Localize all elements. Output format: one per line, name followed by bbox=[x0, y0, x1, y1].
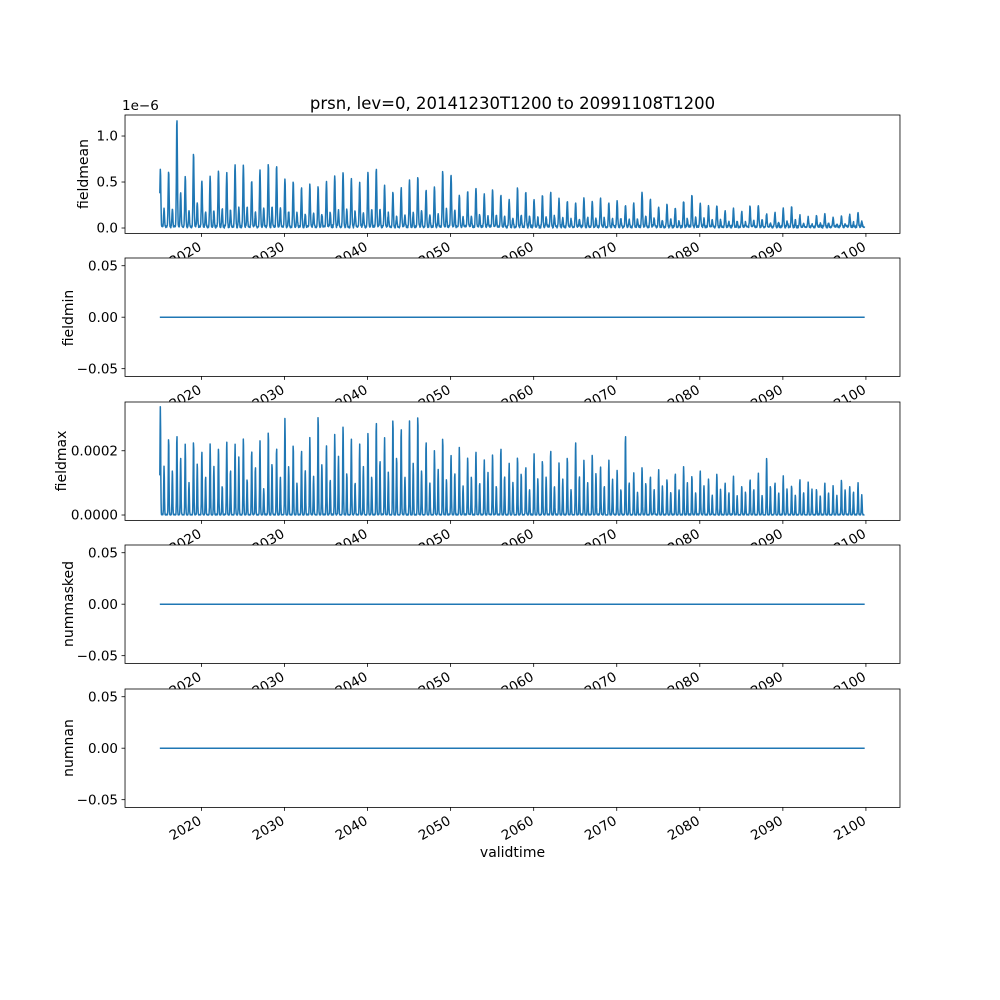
svg-text:0.00: 0.00 bbox=[88, 597, 118, 613]
ylabel-fieldmin: fieldmin bbox=[61, 289, 77, 346]
svg-text:0.0: 0.0 bbox=[97, 221, 118, 237]
svg-text:2040: 2040 bbox=[333, 813, 371, 844]
plot-area-nummasked: 2020 2030 2040 2050 2060 2070 2080 2090 2100−0.0… bbox=[77, 544, 901, 700]
svg-text:−0.05: −0.05 bbox=[77, 649, 118, 665]
svg-text:−0.05: −0.05 bbox=[77, 362, 118, 378]
y-axis-offset-text: 1e−6 bbox=[122, 98, 159, 114]
plot-area-numnan: 2020 2030 2040 2050 2060 2070 2080 2090 2100 −0.0… bbox=[77, 688, 901, 844]
ylabel-numnan: numnan bbox=[61, 718, 77, 777]
xlabel: validtime bbox=[479, 845, 546, 861]
svg-text:2100: 2100 bbox=[831, 813, 869, 844]
svg-text:0.00: 0.00 bbox=[88, 740, 118, 756]
svg-text:0.05: 0.05 bbox=[88, 689, 118, 705]
ylabel-fieldmax: fieldmax bbox=[53, 430, 70, 492]
svg-text:0.0002: 0.0002 bbox=[71, 443, 118, 459]
plot-area-fieldmin: 2020 2030 2040 2050 2060 2070 2080 2090 2100−0.0… bbox=[77, 257, 901, 413]
svg-text:2060: 2060 bbox=[499, 813, 537, 844]
svg-text:2070: 2070 bbox=[582, 813, 620, 844]
svg-text:0.00: 0.00 bbox=[88, 310, 118, 326]
svg-text:2020: 2020 bbox=[167, 813, 205, 844]
svg-text:0.5: 0.5 bbox=[97, 175, 118, 191]
svg-text:0.0000: 0.0000 bbox=[71, 508, 118, 524]
svg-text:−0.05: −0.05 bbox=[77, 792, 118, 808]
svg-text:1.0: 1.0 bbox=[97, 129, 118, 145]
svg-text:0.05: 0.05 bbox=[88, 546, 118, 562]
ylabel-nummasked: nummasked bbox=[61, 561, 77, 648]
chart-title: prsn, lev=0, 20141230T1200 to 20991108T1… bbox=[309, 94, 716, 113]
ylabel-fieldmean: fieldmean bbox=[75, 139, 92, 210]
svg-text:2030: 2030 bbox=[250, 813, 288, 844]
svg-text:2080: 2080 bbox=[665, 813, 703, 844]
svg-text:2090: 2090 bbox=[748, 813, 786, 844]
svg-text:2050: 2050 bbox=[416, 813, 454, 844]
plot-area-fieldmax: 2020 2030 2040 2050 2060 2070 2080 2090 21000.00… bbox=[71, 401, 901, 557]
svg-text:0.05: 0.05 bbox=[88, 259, 118, 275]
plot-area-fieldmean: 2020 2030 2040 2050 2060 2070 2080 2090 21000.00… bbox=[97, 114, 901, 270]
